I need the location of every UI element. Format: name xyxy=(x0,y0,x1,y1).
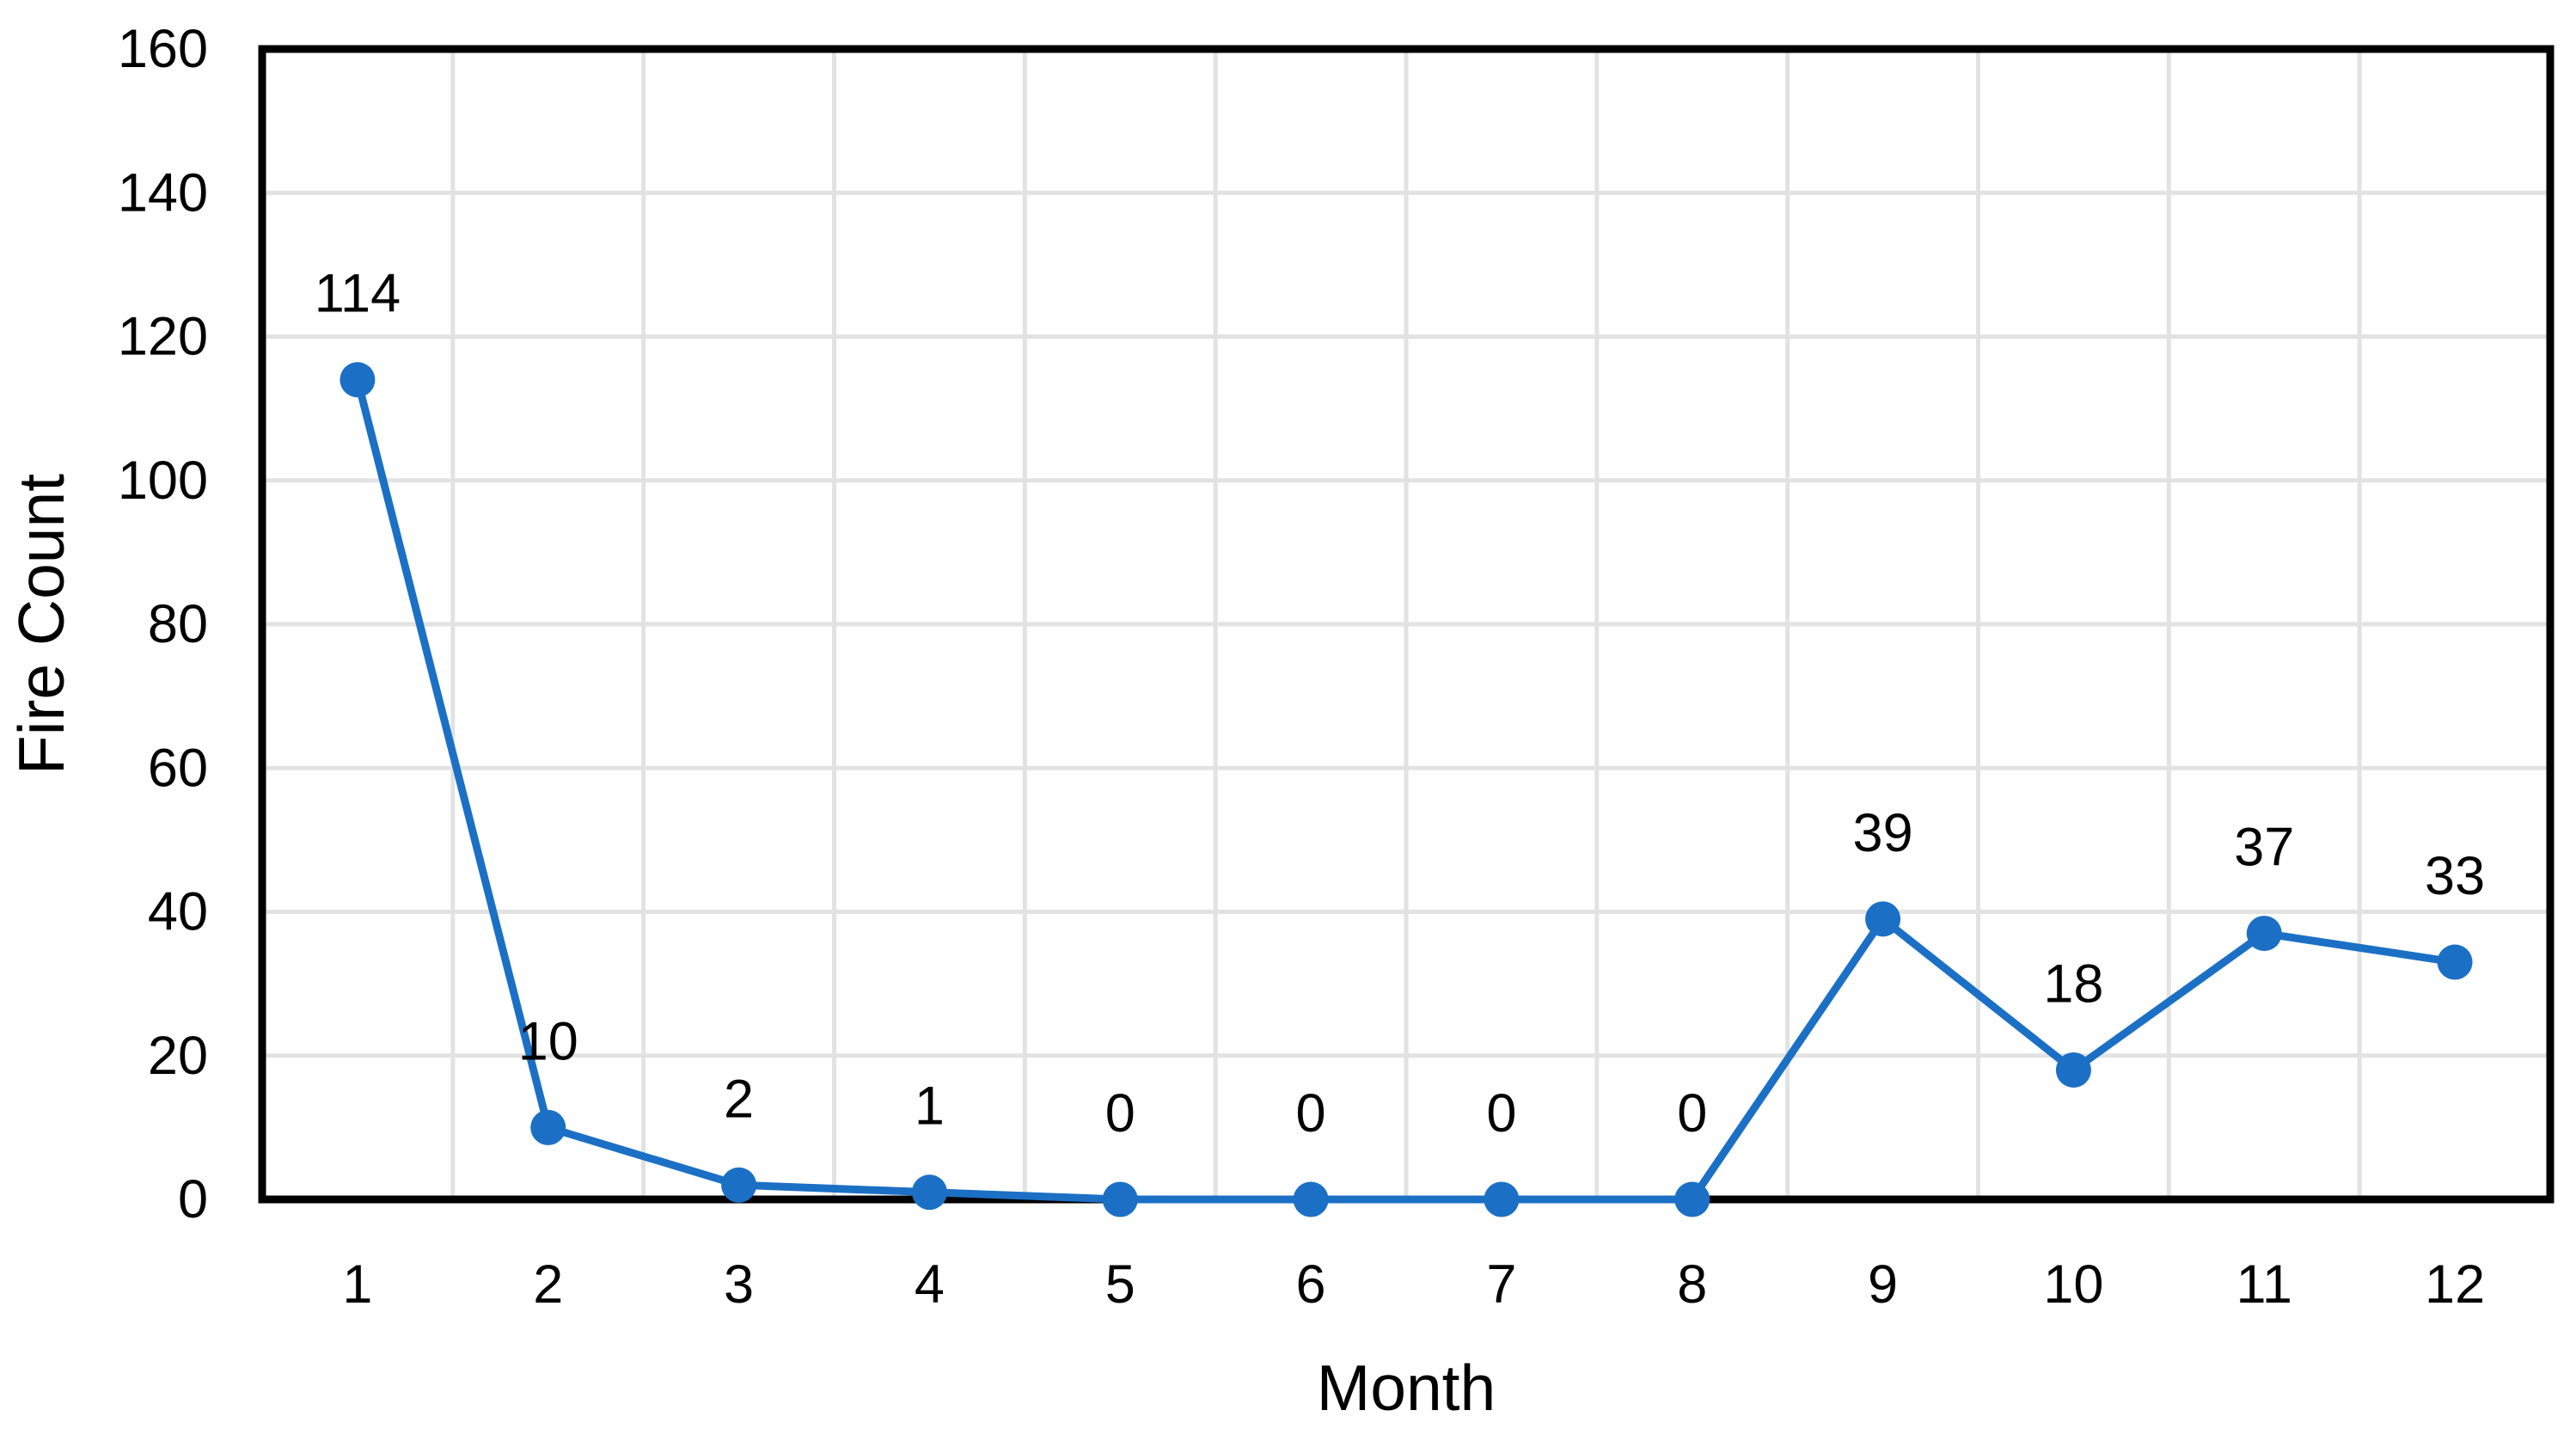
data-label: 33 xyxy=(2425,846,2485,906)
y-tick-label: 100 xyxy=(118,451,208,511)
x-tick-label: 8 xyxy=(1677,1254,1707,1315)
data-label: 0 xyxy=(1105,1083,1135,1144)
x-tick-label: 9 xyxy=(1868,1254,1898,1315)
data-label: 0 xyxy=(1677,1083,1707,1144)
line-series xyxy=(353,376,2459,1204)
data-label: 2 xyxy=(724,1069,754,1129)
x-tick-label: 2 xyxy=(533,1254,563,1315)
data-point-marker xyxy=(2246,916,2282,952)
data-point-marker xyxy=(340,362,376,398)
data-point-marker xyxy=(1865,901,1901,937)
x-tick-label: 5 xyxy=(1105,1254,1135,1315)
data-point-marker xyxy=(530,1109,566,1145)
x-tick-label: 1 xyxy=(342,1254,372,1315)
data-point-marker xyxy=(1102,1181,1138,1217)
data-point-marker xyxy=(911,1174,947,1211)
data-label: 10 xyxy=(518,1011,578,1071)
data-label: 39 xyxy=(1853,803,1913,863)
data-point-marker xyxy=(2055,1052,2091,1088)
y-tick-label: 160 xyxy=(118,19,208,79)
data-label: 114 xyxy=(315,264,401,324)
data-point-marker xyxy=(1484,1181,1520,1217)
x-axis-tick-labels: 1 2 3 4 5 6 7 8 9 10 11 12 xyxy=(342,1254,2485,1315)
y-tick-label: 60 xyxy=(148,738,208,798)
y-axis-title: Fire Count xyxy=(5,474,77,775)
y-tick-label: 80 xyxy=(148,594,208,654)
data-label: 0 xyxy=(1296,1083,1326,1144)
x-tick-label: 10 xyxy=(2043,1254,2103,1315)
data-point-marker xyxy=(721,1167,757,1203)
y-tick-label: 40 xyxy=(148,882,208,942)
data-point-markers xyxy=(340,362,2473,1217)
data-label: 37 xyxy=(2234,818,2294,878)
y-tick-label: 140 xyxy=(118,163,208,223)
x-tick-label: 12 xyxy=(2425,1254,2485,1315)
data-point-marker xyxy=(1674,1181,1710,1217)
y-tick-label: 0 xyxy=(178,1169,208,1230)
y-tick-label: 120 xyxy=(118,307,208,367)
y-axis-tick-labels: 0 20 40 60 80 100 120 140 160 xyxy=(118,19,208,1230)
data-label: 18 xyxy=(2043,954,2103,1014)
x-tick-label: 7 xyxy=(1486,1254,1516,1315)
x-tick-label: 6 xyxy=(1296,1254,1326,1315)
data-point-marker xyxy=(2437,944,2473,980)
y-tick-label: 20 xyxy=(148,1026,208,1086)
data-point-marker xyxy=(1293,1181,1329,1217)
gridlines xyxy=(260,46,2553,1202)
x-tick-label: 4 xyxy=(915,1254,945,1315)
x-tick-label: 11 xyxy=(2236,1254,2292,1315)
series-line xyxy=(353,376,2459,1204)
x-tick-label: 3 xyxy=(724,1254,754,1315)
data-label: 1 xyxy=(915,1076,945,1137)
data-label: 0 xyxy=(1486,1083,1516,1144)
x-axis-title: Month xyxy=(1317,1352,1496,1424)
